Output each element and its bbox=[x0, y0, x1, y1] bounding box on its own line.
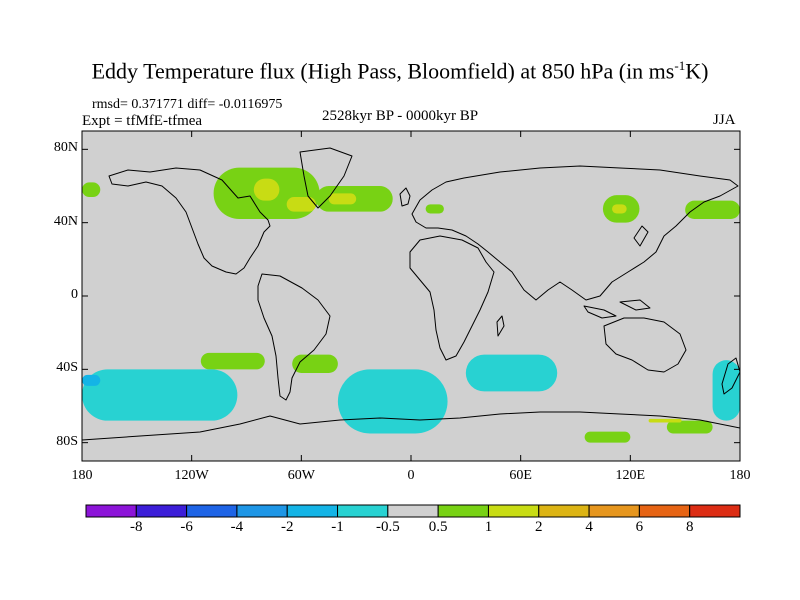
anomaly-region-19 bbox=[584, 431, 631, 443]
colorbar-label: 6 bbox=[635, 519, 644, 535]
title-text: Eddy Temperature flux (High Pass, Bloomf… bbox=[91, 58, 675, 84]
coastline-japan bbox=[633, 225, 649, 247]
axis-ticks bbox=[81, 131, 741, 461]
colorbar-label: 4 bbox=[585, 519, 593, 535]
coastline-greenland bbox=[299, 147, 353, 209]
coastline-eurasia bbox=[411, 165, 739, 301]
coastline-indonesia bbox=[583, 299, 651, 319]
anomaly-region-17 bbox=[666, 420, 713, 434]
experiment-label: Expt = tfMfE-tfmea bbox=[82, 113, 203, 129]
anomaly-region-14 bbox=[337, 369, 448, 434]
anomaly-region-0 bbox=[82, 182, 101, 197]
colorbar-label: 2 bbox=[535, 519, 543, 535]
colorbar-box-9 bbox=[538, 504, 590, 518]
lon-label: 60E bbox=[509, 468, 532, 483]
colorbar-label: 8 bbox=[685, 519, 694, 535]
lon-label: 120E bbox=[615, 468, 646, 483]
colorbar-label: 0.5 bbox=[428, 519, 448, 535]
coastline-south-america bbox=[257, 273, 331, 401]
lat-label: 0 bbox=[71, 287, 78, 302]
anomaly-region-15 bbox=[465, 354, 558, 392]
anomaly-region-8 bbox=[612, 204, 627, 214]
colorbar-box-4 bbox=[286, 504, 339, 518]
coastline-madagascar bbox=[496, 315, 505, 337]
colorbar-box-10 bbox=[588, 504, 640, 518]
anomaly-region-2 bbox=[253, 178, 280, 201]
anomaly-region-6 bbox=[425, 204, 444, 214]
coastlines bbox=[82, 147, 740, 441]
coastline-north-america bbox=[108, 167, 271, 275]
season-label: JJA bbox=[713, 112, 736, 128]
title-unit-end: K) bbox=[685, 58, 709, 84]
title-superscript: -1 bbox=[674, 58, 686, 73]
colorbar-label: -0.5 bbox=[375, 519, 400, 535]
coastline-australia bbox=[603, 317, 687, 373]
coastline-uk bbox=[399, 187, 411, 207]
lon-label: 180 bbox=[71, 468, 93, 483]
chart-title: Eddy Temperature flux (High Pass, Bloomf… bbox=[0, 58, 800, 84]
anomaly-region-13 bbox=[82, 374, 101, 386]
colorbar-box-1 bbox=[135, 504, 188, 518]
lon-label: 60W bbox=[287, 468, 315, 483]
lon-label: 180 bbox=[729, 468, 751, 483]
colorbar-box-5 bbox=[337, 504, 389, 518]
colorbar-label: -4 bbox=[230, 519, 244, 535]
lat-label: 40S bbox=[56, 360, 78, 376]
anomaly-region-3 bbox=[286, 197, 316, 212]
colorbar-label: 1 bbox=[484, 519, 493, 535]
colorbar-box-0 bbox=[85, 504, 137, 518]
anomaly-region-18 bbox=[648, 418, 682, 423]
colorbar-label: -6 bbox=[180, 519, 193, 535]
lat-label: 40N bbox=[53, 213, 78, 229]
lon-label: 120W bbox=[174, 468, 209, 483]
coastline-new-zealand bbox=[721, 357, 740, 395]
stats-label: rmsd= 0.371771 diff= -0.0116975 bbox=[92, 97, 283, 112]
lat-label: 80N bbox=[53, 140, 78, 156]
anomaly-region-10 bbox=[200, 352, 265, 370]
colorbar-box-3 bbox=[236, 504, 288, 518]
colorbar-label: -8 bbox=[130, 519, 143, 535]
colorbar-label: -2 bbox=[280, 519, 294, 535]
colorbar-box-6 bbox=[387, 504, 439, 518]
anomaly-region-12 bbox=[82, 369, 238, 421]
anomaly-region-16 bbox=[712, 360, 740, 421]
anomaly-region-5 bbox=[328, 193, 357, 205]
colorbar-box-8 bbox=[487, 504, 540, 518]
colorbar-box-2 bbox=[186, 504, 238, 518]
anomaly-regions bbox=[82, 167, 740, 443]
colorbar-box-11 bbox=[638, 504, 691, 518]
colorbar-label: -1 bbox=[331, 519, 344, 535]
lat-label: 80S bbox=[56, 433, 78, 449]
colorbar bbox=[85, 504, 741, 518]
colorbar-box-7 bbox=[437, 504, 489, 518]
colorbar-box-12 bbox=[689, 504, 741, 518]
coastline-antarctica bbox=[82, 411, 740, 441]
period-label: 2528kyr BP - 0000kyr BP bbox=[322, 108, 479, 124]
coastline-africa bbox=[409, 235, 495, 361]
lon-label: 0 bbox=[407, 468, 415, 483]
